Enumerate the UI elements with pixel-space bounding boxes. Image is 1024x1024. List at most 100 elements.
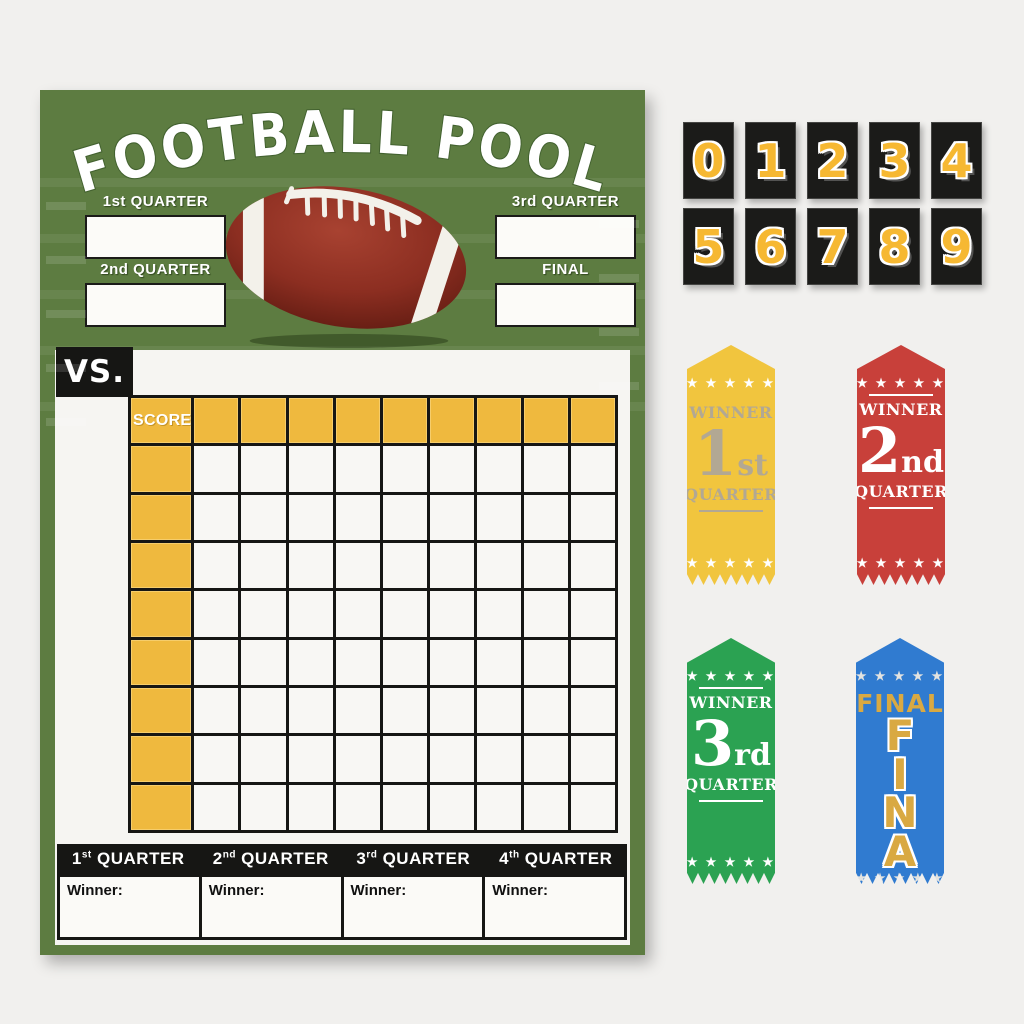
ribbon-rule [699,509,763,512]
grid-square [476,494,521,540]
ribbon-quarter-word: QUARTER [684,774,778,794]
number-sticker-9: 9 [931,208,982,285]
row-number-cell [131,446,192,492]
ribbon-rule-bottom [869,506,933,509]
score-box-2nd-quarter [85,283,226,327]
grid-square [523,687,568,734]
grid-square [523,784,568,830]
grid-square [382,591,427,637]
number-sticker-5: 5 [683,208,734,285]
grid-square [570,784,615,830]
grid-square [288,784,333,830]
grid-square [523,639,568,685]
ribbon-quarter-word: QUARTER [854,481,948,501]
score-header-cell: SCORE [131,398,192,444]
pool-grid: SCORE [128,395,618,833]
grid-square [382,687,427,734]
ball-shadow [249,333,449,348]
grid-square [382,446,427,492]
grid-square [429,494,474,540]
sticker-digit: 0 [692,133,725,188]
grid-square [288,687,333,734]
column-number-cell [523,398,568,444]
field-label-1st-quarter: 1st QUARTER [102,193,209,210]
number-sticker-2: 2 [807,122,858,199]
ribbon-stars-bottom: ★ ★ ★ ★ ★ [686,556,776,570]
ribbon-stars-top: ★ ★ ★ ★ ★ [855,669,945,683]
winner-cell-4th: Winner: [485,877,624,937]
row-number-cell [131,736,192,782]
grid-square [570,446,615,492]
grid-square [382,639,427,685]
grid-square [194,446,239,492]
ribbon-rule-bottom [699,799,763,802]
grid-square [241,446,286,492]
column-number-cell [335,398,380,444]
grid-square [476,591,521,637]
row-number-cell [131,784,192,830]
grid-square [429,542,474,589]
grid-square [194,736,239,782]
pool-panel: VS. SCORE 1st QUARTER 2nd QUARTER 3rd QU… [55,347,630,945]
grid-square [570,591,615,637]
ribbon-stars-top: ★ ★ ★ ★ ★ [686,669,776,683]
quarter-bar: 1st QUARTER 2nd QUARTER 3rd QUARTER 4th … [57,844,627,874]
grid-square [241,736,286,782]
field-label-2nd-quarter: 2nd QUARTER [100,261,211,278]
grid-square [194,784,239,830]
sticker-digit: 3 [878,133,911,188]
row-number-cell [131,542,192,589]
grid-square [476,542,521,589]
sticker-digit: 6 [754,219,787,274]
number-sticker-7: 7 [807,208,858,285]
sticker-digit: 1 [754,133,787,188]
column-number-cell [382,398,427,444]
sticker-digit: 8 [878,219,911,274]
ribbon-stars-top: ★ ★ ★ ★ ★ [686,376,776,390]
ribbon-winner-word: WINNER [859,400,943,419]
grid-square [241,687,286,734]
column-number-cell [570,398,615,444]
grid-square [476,446,521,492]
grid-square [335,542,380,589]
ribbon-final-stacked-letters: F I N A [882,711,918,876]
number-sticker-4: 4 [931,122,982,199]
grid-square [382,784,427,830]
grid-square [241,542,286,589]
ball-body [225,186,467,329]
grid-square [288,591,333,637]
football-pool-poster: FOOTBALL POOL 1st QUARTER 2nd QUARTER 3r… [40,90,645,955]
column-number-cell [194,398,239,444]
grid-square [429,446,474,492]
grid-square [241,639,286,685]
grid-square [476,639,521,685]
grid-square [194,639,239,685]
grid-square [523,736,568,782]
winner-cell-3rd: Winner: [343,877,483,937]
ribbon-rule-top [699,687,763,689]
grid-square [335,494,380,540]
ribbon-stars-bottom: ★ ★ ★ ★ ★ [855,870,945,885]
winner-row: Winner: Winner: Winner: Winner: [57,874,627,940]
ribbon-final: ★ ★ ★ ★ ★ FINAL F I N A ★ ★ ★ ★ ★ [856,638,944,884]
grid-square [570,687,615,734]
field-label-final: FINAL [542,261,589,278]
sticker-digit: 2 [816,133,849,188]
grid-square [523,494,568,540]
grid-square [570,639,615,685]
grid-square [194,687,239,734]
grid-square [476,687,521,734]
grid-square [523,446,568,492]
football-illustration [225,169,476,348]
quarter-bar-label-1: 1st QUARTER [71,849,185,868]
ribbon-stars-bottom: ★ ★ ★ ★ ★ [856,556,946,570]
grid-square [241,591,286,637]
grid-square [335,736,380,782]
number-sticker-8: 8 [869,208,920,285]
grid-square [429,784,474,830]
grid-square [241,494,286,540]
grid-square [476,784,521,830]
